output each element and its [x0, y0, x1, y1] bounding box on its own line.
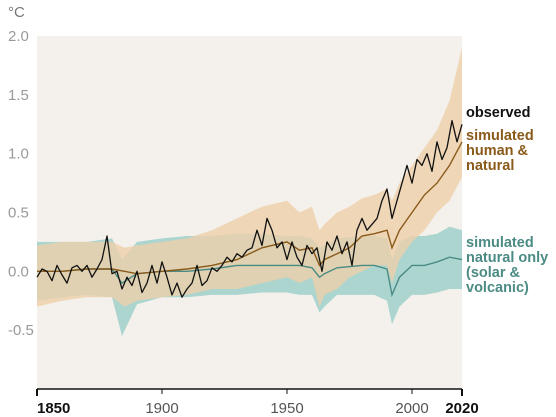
- x-tick-label: 1950: [270, 400, 303, 417]
- natural-only-line: [37, 256, 463, 298]
- y-unit-label: °C: [8, 4, 25, 21]
- series-labels: observed simulated human & natural simulated…: [466, 105, 548, 296]
- series-lines: [36, 120, 463, 298]
- y-tick-label: 1.0: [8, 146, 29, 163]
- x-tick-marks: [36, 389, 463, 396]
- y-tick-label: 0.0: [8, 263, 29, 280]
- x-tick-label: 2020: [445, 400, 478, 417]
- x-tick-label: 2000: [395, 400, 428, 417]
- y-tick-labels: 2.0 1.5 1.0 0.5 0.0 -0.5: [8, 28, 34, 339]
- y-tick-label: 2.0: [8, 28, 29, 45]
- human-natural-label: simulated human & natural: [466, 128, 534, 174]
- observed-label: observed: [466, 105, 530, 121]
- x-tick-label: 1850: [37, 400, 70, 417]
- observed-line: [36, 120, 463, 298]
- y-tick-label: -0.5: [8, 322, 34, 339]
- x-tick-labels: 1850 1900 1950 2000 2020: [37, 400, 479, 417]
- y-tick-label: 1.5: [8, 87, 29, 104]
- natural-only-label: simulated natural only (solar & volcanic): [466, 235, 548, 296]
- human-natural-line: [37, 141, 463, 275]
- y-tick-label: 0.5: [8, 205, 29, 222]
- x-tick-label: 1900: [145, 400, 178, 417]
